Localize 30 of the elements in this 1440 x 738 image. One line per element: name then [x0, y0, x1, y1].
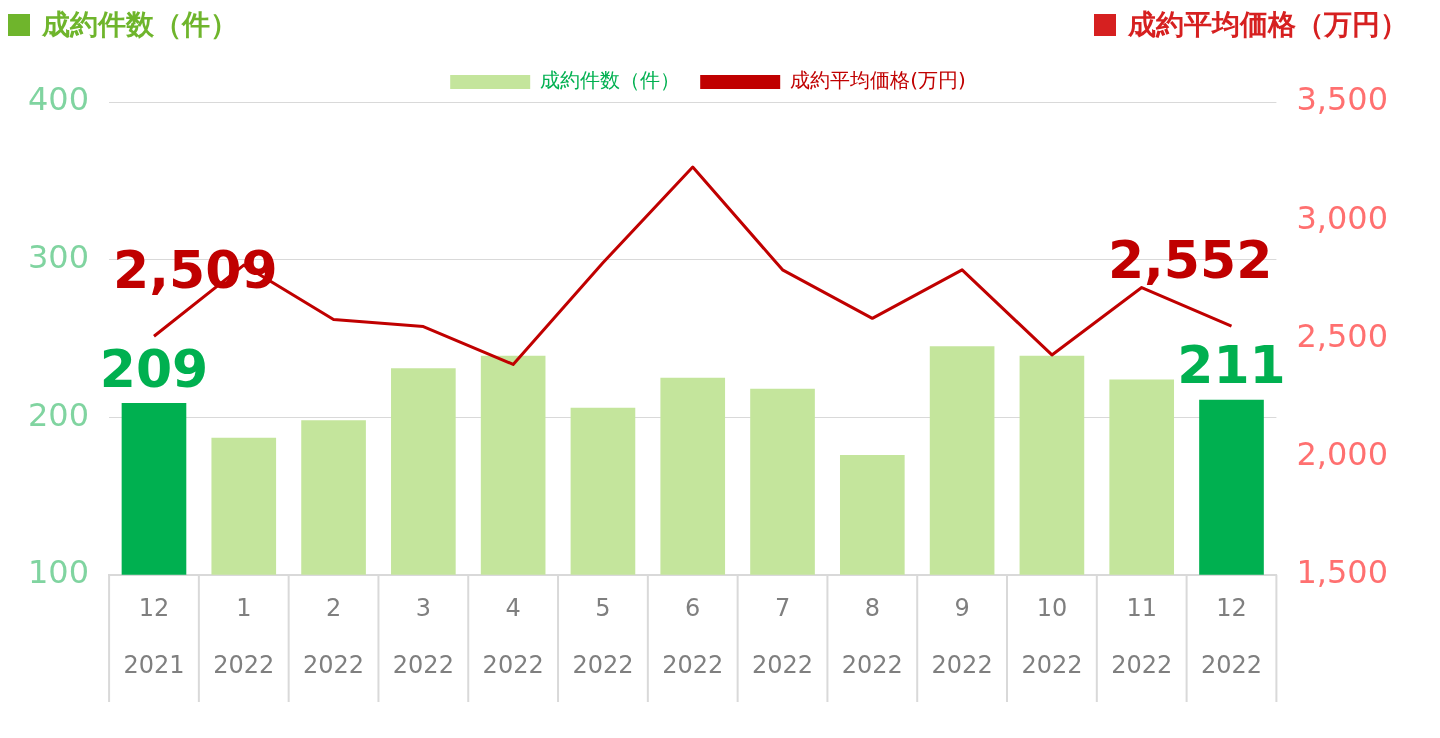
category-label: 3 2022 — [392, 593, 454, 680]
y2-tick-label: 3,000 — [1296, 198, 1388, 237]
y-tick-label: 300 — [28, 237, 90, 276]
legend-label: 成約件数（件） — [540, 68, 681, 93]
category-label: 12 2021 — [123, 593, 185, 680]
category-label: 4 2022 — [482, 593, 544, 680]
data-label: 209 — [99, 338, 209, 399]
category-label: 7 2022 — [751, 593, 814, 680]
category-label: 12 2022 — [1200, 593, 1263, 680]
data-label: 2,552 — [1107, 229, 1273, 290]
y2-axis-title: 成約平均価格（万円） — [1128, 7, 1408, 43]
category-label: 11 2022 — [1111, 593, 1173, 680]
data-label: 2,509 — [113, 239, 278, 300]
category-label: 8 2022 — [841, 593, 903, 680]
y2-tick-label: 1,500 — [1296, 553, 1388, 592]
y-tick-label: 100 — [28, 553, 90, 592]
legend-label: 成約平均価格(万円) — [790, 68, 966, 93]
category-label: 2 2022 — [303, 593, 365, 680]
category-label: 6 2022 — [662, 593, 724, 680]
category-label: 1 2022 — [213, 593, 275, 680]
category-label: 10 2022 — [1021, 593, 1083, 680]
y-tick-label: 200 — [28, 395, 90, 434]
category-label: 9 2022 — [931, 593, 993, 680]
category-label: 5 2022 — [572, 593, 634, 680]
y2-tick-label: 2,500 — [1296, 316, 1388, 355]
y-axis-title: 成約件数（件） — [42, 7, 238, 43]
y2-tick-label: 3,500 — [1296, 80, 1388, 119]
y-tick-label: 400 — [28, 80, 90, 119]
y2-tick-label: 2,000 — [1296, 434, 1388, 473]
data-label: 211 — [1177, 335, 1286, 396]
